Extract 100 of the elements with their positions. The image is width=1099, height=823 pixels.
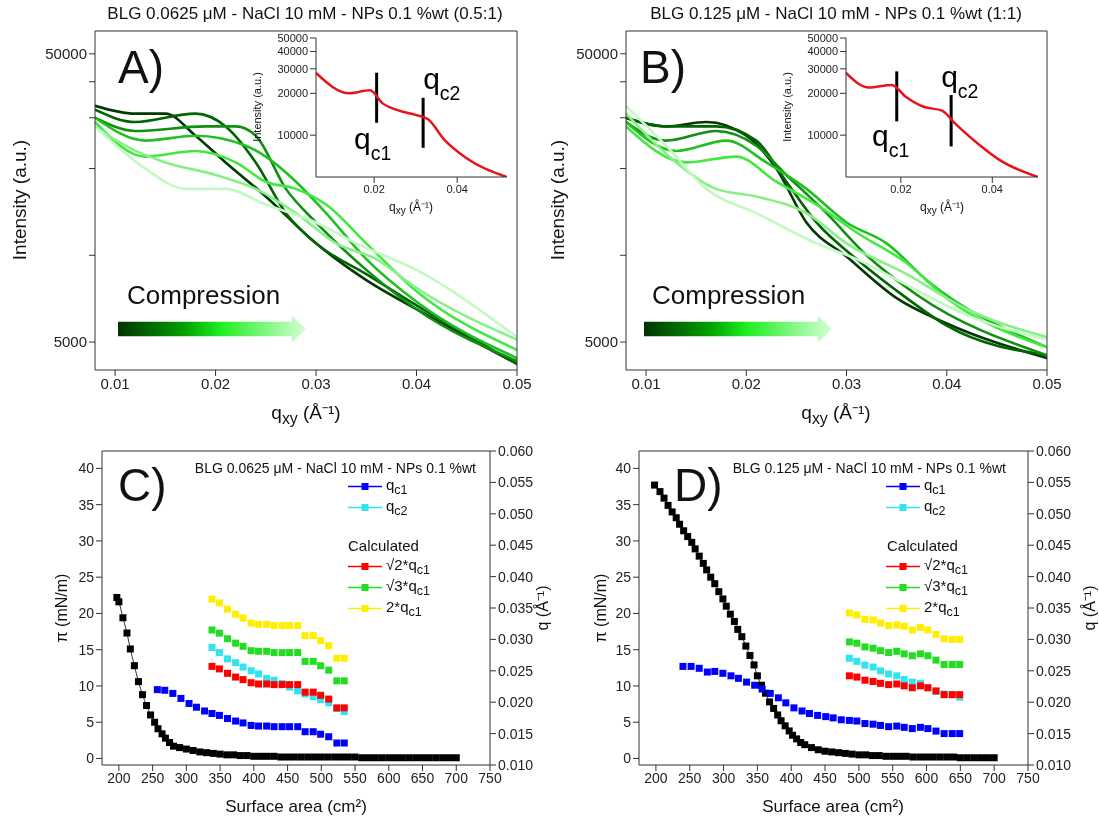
x-tick-label: 0.04 bbox=[446, 182, 468, 195]
y2-tick-label: 0.030 bbox=[1036, 631, 1072, 648]
x-tick-label: 0.05 bbox=[502, 374, 532, 392]
x-tick-label: 200 bbox=[644, 769, 668, 786]
y2-tick-label: 0.020 bbox=[498, 694, 534, 711]
y2-tick-label: 0.015 bbox=[1036, 725, 1072, 742]
legend-label: √2*q$_{c1}$ bbox=[924, 555, 968, 577]
x-tick-label: 400 bbox=[242, 769, 266, 786]
x-tick-label: 0.01 bbox=[100, 374, 130, 392]
ref-line-label: q$_{c2}$ bbox=[941, 59, 979, 102]
x-tick-label: 500 bbox=[309, 769, 334, 786]
y-tick-label: 30 bbox=[78, 532, 95, 549]
y-tick-label: 10 bbox=[615, 677, 632, 694]
x-axis-title: Surface area (cm²) bbox=[762, 797, 904, 817]
x-tick-label: 250 bbox=[140, 769, 165, 786]
y-tick-label: 5 bbox=[86, 714, 95, 731]
ref-line-label: q$_{c2}$ bbox=[423, 62, 461, 105]
y-tick-label: 0 bbox=[623, 750, 632, 767]
y-tick-label: 25 bbox=[615, 569, 632, 586]
x-tick-label: 0.05 bbox=[1032, 374, 1062, 392]
y-axis-title: Intensity (a.u.) bbox=[547, 139, 569, 261]
ref-line-label: q$_{c1}$ bbox=[353, 122, 392, 165]
y-tick-label: 20 bbox=[615, 605, 632, 622]
y-tick-label: 50000 bbox=[807, 31, 838, 44]
annotation: Compression bbox=[127, 280, 281, 311]
y-tick-label: 25 bbox=[78, 569, 95, 586]
y-tick-label: 40000 bbox=[807, 45, 838, 58]
x-tick-label: 0.02 bbox=[200, 374, 231, 392]
y2-tick-label: 0.055 bbox=[498, 474, 534, 491]
y2-tick-label: 0.050 bbox=[498, 505, 534, 522]
x-tick-label: 700 bbox=[444, 769, 469, 786]
annotation: B) bbox=[640, 40, 686, 94]
x-tick-label: 550 bbox=[343, 769, 367, 786]
annotation: Calculated bbox=[887, 537, 958, 555]
text: BLG 0.125 μM - NaCl 10 mM - NPs 0.1 %wt bbox=[732, 459, 1006, 477]
x-tick-label: 200 bbox=[107, 769, 131, 786]
y2-tick-label: 0.055 bbox=[1036, 474, 1072, 491]
legend-label: √3*q$_{c1}$ bbox=[924, 576, 968, 598]
y-tick-label: 40000 bbox=[277, 45, 308, 58]
annotation: C) bbox=[118, 458, 167, 512]
y2-tick-label: 0.015 bbox=[498, 725, 534, 742]
x-tick-label: 650 bbox=[410, 769, 435, 786]
y-tick-label: 5 bbox=[623, 714, 632, 731]
x-tick-label: 600 bbox=[377, 769, 401, 786]
y2-tick-label: 0.060 bbox=[1036, 442, 1072, 459]
x-tick-label: 450 bbox=[813, 769, 837, 786]
x-tick-label: 0.04 bbox=[932, 374, 962, 392]
y2-tick-label: 0.040 bbox=[498, 568, 534, 585]
y-tick-label: 10 bbox=[78, 677, 95, 694]
y-axis-title: Intensity (a.u.) bbox=[9, 139, 31, 261]
x-tick-label: 0.02 bbox=[363, 182, 385, 195]
x-tick-label: 300 bbox=[711, 769, 736, 786]
y2-tick-label: 0.060 bbox=[498, 442, 534, 459]
x-tick-label: 550 bbox=[881, 769, 905, 786]
y-axis-title: Intensity (a.u.) bbox=[780, 72, 794, 142]
y2-tick-label: 0.035 bbox=[498, 599, 534, 616]
legend-label: q$_{c1}$ bbox=[386, 475, 408, 497]
y2-tick-label: 0.030 bbox=[498, 631, 534, 648]
x-tick-label: 250 bbox=[678, 769, 702, 786]
x-tick-label: 700 bbox=[982, 769, 1007, 786]
y-tick-label: 20 bbox=[78, 605, 95, 622]
x-axis-title: q$_{xy}$ (Å⁻¹) bbox=[801, 402, 871, 428]
y-tick-label: 35 bbox=[615, 496, 632, 513]
annotation: A) bbox=[118, 40, 164, 94]
annotation: D) bbox=[674, 458, 723, 512]
x-tick-label: 300 bbox=[174, 769, 199, 786]
y-tick-label: 30000 bbox=[277, 62, 308, 75]
y-tick-label: 15 bbox=[615, 641, 632, 658]
y-tick-label: 50000 bbox=[277, 31, 308, 44]
y-tick-label: 50000 bbox=[576, 45, 618, 63]
x-tick-label: 0.03 bbox=[301, 374, 331, 392]
x-axis-title: q$_{xy}$ (Å⁻¹) bbox=[388, 200, 434, 217]
x-tick-label: 0.04 bbox=[981, 182, 1003, 195]
y-tick-label: 10000 bbox=[277, 129, 308, 142]
y-tick-label: 30 bbox=[615, 532, 632, 549]
y2-tick-label: 0.025 bbox=[1036, 662, 1072, 679]
y-tick-label: 20000 bbox=[277, 87, 308, 100]
y-tick-label: 10000 bbox=[807, 129, 838, 142]
legend-label: √2*q$_{c1}$ bbox=[386, 555, 430, 577]
legend-label: √3*q$_{c1}$ bbox=[386, 576, 430, 598]
y2-tick-label: 0.045 bbox=[1036, 537, 1072, 554]
y2-axis-title: q (Å⁻¹) bbox=[1080, 585, 1099, 631]
y-tick-label: 5000 bbox=[53, 333, 87, 351]
x-tick-label: 600 bbox=[914, 769, 939, 786]
chart-title: BLG 0.0625 μM - NaCl 10 mM - NPs 0.1 %wt (0.5:1) bbox=[107, 4, 503, 24]
annotation: Compression bbox=[652, 280, 806, 311]
y2-tick-label: 0.050 bbox=[1036, 505, 1072, 522]
legend-label: q$_{c2}$ bbox=[924, 496, 946, 518]
y-tick-label: 20000 bbox=[807, 87, 838, 100]
x-tick-label: 350 bbox=[745, 769, 770, 786]
legend-label: 2*q$_{c1}$ bbox=[924, 597, 960, 619]
y-tick-label: 0 bbox=[86, 750, 95, 767]
x-tick-label: 0.01 bbox=[631, 374, 661, 392]
y2-tick-label: 0.020 bbox=[1036, 694, 1072, 711]
x-axis-title: q$_{xy}$ (Å⁻¹) bbox=[919, 200, 965, 217]
chart-title: BLG 0.125 μM - NaCl 10 mM - NPs 0.1 %wt (1:1) bbox=[650, 4, 1022, 24]
x-axis-title: q$_{xy}$ (Å⁻¹) bbox=[271, 402, 341, 428]
y-tick-label: 40 bbox=[615, 460, 632, 477]
y-tick-label: 5000 bbox=[584, 333, 618, 351]
x-tick-label: 450 bbox=[275, 769, 300, 786]
